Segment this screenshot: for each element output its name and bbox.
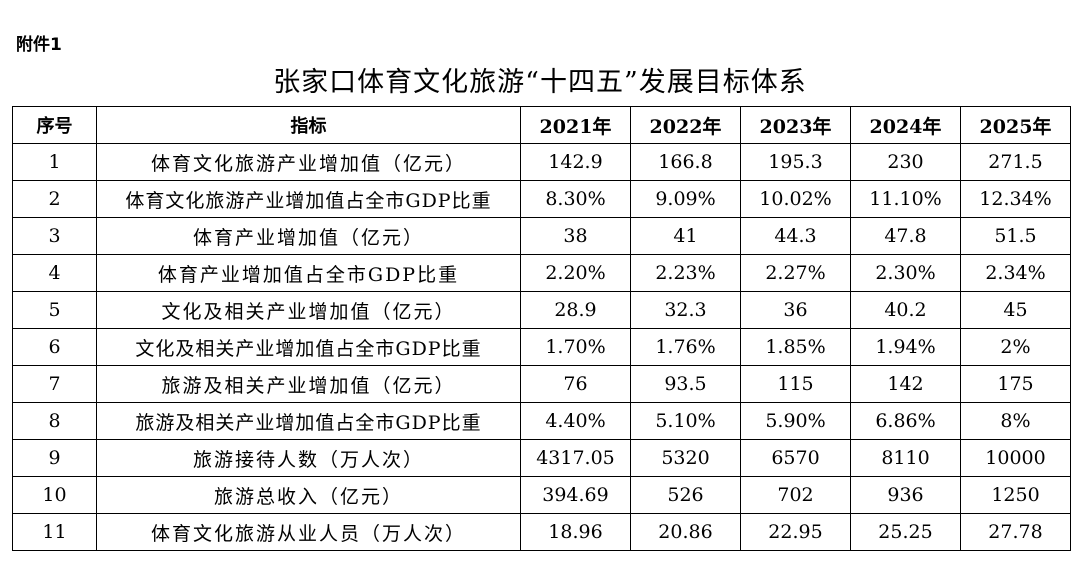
cell-value: 195.3 bbox=[740, 143, 851, 181]
cell-index: 2 bbox=[12, 180, 97, 218]
cell-value: 2.34% bbox=[960, 254, 1071, 292]
table-row: 1 体育文化旅游产业增加值（亿元） 142.9 166.8 195.3 230 … bbox=[12, 143, 1071, 181]
cell-index: 10 bbox=[12, 476, 97, 514]
cell-value: 47.8 bbox=[850, 217, 961, 255]
cell-value: 40.2 bbox=[850, 291, 961, 329]
cell-value: 6.86% bbox=[850, 402, 961, 440]
cell-value: 5.90% bbox=[740, 402, 851, 440]
cell-value: 28.9 bbox=[520, 291, 631, 329]
cell-value: 11.10% bbox=[850, 180, 961, 218]
cell-indicator: 体育文化旅游产业增加值（亿元） bbox=[96, 143, 521, 181]
cell-value: 5320 bbox=[630, 439, 741, 477]
header-indicator: 指标 bbox=[96, 106, 521, 144]
cell-value: 526 bbox=[630, 476, 741, 514]
targets-table: 序号 指标 2021年 2022年 2023年 2024年 2025年 1 体育… bbox=[12, 106, 1071, 551]
cell-value: 1.76% bbox=[630, 328, 741, 366]
cell-indicator: 文化及相关产业增加值（亿元） bbox=[96, 291, 521, 329]
cell-indicator: 旅游接待人数（万人次） bbox=[96, 439, 521, 477]
cell-value: 2.30% bbox=[850, 254, 961, 292]
cell-indicator: 体育产业增加值（亿元） bbox=[96, 217, 521, 255]
cell-value: 25.25 bbox=[850, 513, 961, 551]
cell-value: 51.5 bbox=[960, 217, 1071, 255]
cell-value: 702 bbox=[740, 476, 851, 514]
cell-value: 32.3 bbox=[630, 291, 741, 329]
cell-value: 41 bbox=[630, 217, 741, 255]
cell-value: 20.86 bbox=[630, 513, 741, 551]
cell-value: 8.30% bbox=[520, 180, 631, 218]
cell-value: 12.34% bbox=[960, 180, 1071, 218]
cell-index: 8 bbox=[12, 402, 97, 440]
cell-indicator: 旅游总收入（亿元） bbox=[96, 476, 521, 514]
cell-value: 142 bbox=[850, 365, 961, 403]
cell-index: 3 bbox=[12, 217, 97, 255]
header-year-2022: 2022年 bbox=[630, 106, 741, 144]
document-title: 张家口体育文化旅游“十四五”发展目标体系 bbox=[273, 67, 807, 98]
cell-value: 1.94% bbox=[850, 328, 961, 366]
cell-value: 93.5 bbox=[630, 365, 741, 403]
cell-value: 2.20% bbox=[520, 254, 631, 292]
cell-value: 76 bbox=[520, 365, 631, 403]
cell-index: 1 bbox=[12, 143, 97, 181]
table-row: 6 文化及相关产业增加值占全市GDP比重 1.70% 1.76% 1.85% 1… bbox=[12, 328, 1071, 366]
cell-value: 230 bbox=[850, 143, 961, 181]
table-row: 10 旅游总收入（亿元） 394.69 526 702 936 1250 bbox=[12, 476, 1071, 514]
table-row: 3 体育产业增加值（亿元） 38 41 44.3 47.8 51.5 bbox=[12, 217, 1071, 255]
header-year-2021: 2021年 bbox=[520, 106, 631, 144]
cell-indicator: 体育文化旅游从业人员（万人次） bbox=[96, 513, 521, 551]
table-row: 9 旅游接待人数（万人次） 4317.05 5320 6570 8110 100… bbox=[12, 439, 1071, 477]
cell-value: 38 bbox=[520, 217, 631, 255]
cell-value: 2% bbox=[960, 328, 1071, 366]
table-row: 7 旅游及相关产业增加值（亿元） 76 93.5 115 142 175 bbox=[12, 365, 1071, 403]
cell-value: 271.5 bbox=[960, 143, 1071, 181]
cell-value: 2.27% bbox=[740, 254, 851, 292]
table-row: 2 体育文化旅游产业增加值占全市GDP比重 8.30% 9.09% 10.02%… bbox=[12, 180, 1071, 218]
cell-value: 36 bbox=[740, 291, 851, 329]
cell-value: 22.95 bbox=[740, 513, 851, 551]
table-header-row: 序号 指标 2021年 2022年 2023年 2024年 2025年 bbox=[12, 106, 1071, 144]
cell-value: 175 bbox=[960, 365, 1071, 403]
cell-value: 27.78 bbox=[960, 513, 1071, 551]
attachment-label: 附件1 bbox=[16, 35, 62, 55]
table-row: 11 体育文化旅游从业人员（万人次） 18.96 20.86 22.95 25.… bbox=[12, 513, 1071, 551]
cell-value: 166.8 bbox=[630, 143, 741, 181]
header-index: 序号 bbox=[12, 106, 97, 144]
cell-value: 4317.05 bbox=[520, 439, 631, 477]
cell-value: 1.85% bbox=[740, 328, 851, 366]
cell-value: 10.02% bbox=[740, 180, 851, 218]
cell-value: 44.3 bbox=[740, 217, 851, 255]
cell-value: 2.23% bbox=[630, 254, 741, 292]
cell-index: 5 bbox=[12, 291, 97, 329]
cell-value: 10000 bbox=[960, 439, 1071, 477]
cell-index: 9 bbox=[12, 439, 97, 477]
cell-index: 4 bbox=[12, 254, 97, 292]
cell-index: 7 bbox=[12, 365, 97, 403]
cell-value: 45 bbox=[960, 291, 1071, 329]
cell-value: 1250 bbox=[960, 476, 1071, 514]
table-row: 5 文化及相关产业增加值（亿元） 28.9 32.3 36 40.2 45 bbox=[12, 291, 1071, 329]
cell-value: 936 bbox=[850, 476, 961, 514]
cell-indicator: 文化及相关产业增加值占全市GDP比重 bbox=[96, 328, 521, 366]
cell-indicator: 体育文化旅游产业增加值占全市GDP比重 bbox=[96, 180, 521, 218]
table-row: 4 体育产业增加值占全市GDP比重 2.20% 2.23% 2.27% 2.30… bbox=[12, 254, 1071, 292]
cell-indicator: 体育产业增加值占全市GDP比重 bbox=[96, 254, 521, 292]
cell-value: 8110 bbox=[850, 439, 961, 477]
cell-value: 1.70% bbox=[520, 328, 631, 366]
cell-value: 394.69 bbox=[520, 476, 631, 514]
cell-indicator: 旅游及相关产业增加值占全市GDP比重 bbox=[96, 402, 521, 440]
cell-value: 8% bbox=[960, 402, 1071, 440]
cell-index: 6 bbox=[12, 328, 97, 366]
cell-value: 9.09% bbox=[630, 180, 741, 218]
table-row: 8 旅游及相关产业增加值占全市GDP比重 4.40% 5.10% 5.90% 6… bbox=[12, 402, 1071, 440]
header-year-2024: 2024年 bbox=[850, 106, 961, 144]
cell-value: 142.9 bbox=[520, 143, 631, 181]
cell-value: 5.10% bbox=[630, 402, 741, 440]
header-year-2025: 2025年 bbox=[960, 106, 1071, 144]
cell-value: 18.96 bbox=[520, 513, 631, 551]
cell-value: 4.40% bbox=[520, 402, 631, 440]
header-year-2023: 2023年 bbox=[740, 106, 851, 144]
cell-indicator: 旅游及相关产业增加值（亿元） bbox=[96, 365, 521, 403]
cell-value: 115 bbox=[740, 365, 851, 403]
cell-index: 11 bbox=[12, 513, 97, 551]
cell-value: 6570 bbox=[740, 439, 851, 477]
